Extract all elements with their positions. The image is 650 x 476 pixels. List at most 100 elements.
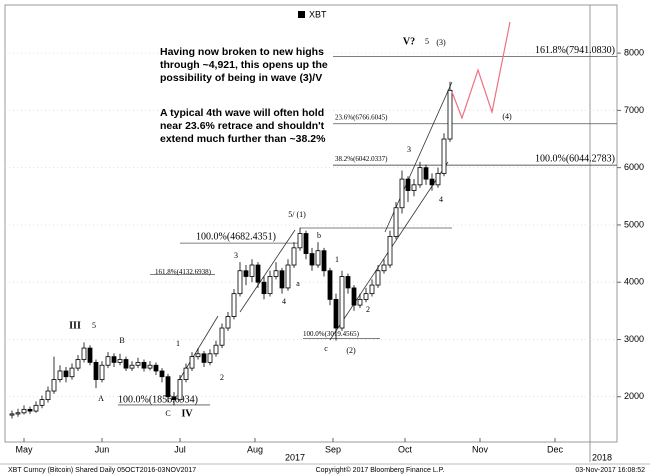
note-line: A typical 4th wave will often hold [160, 107, 324, 119]
candle-body [237, 270, 243, 295]
candle-body [423, 167, 429, 180]
candle-body [75, 359, 81, 369]
x-tick-label: May [15, 444, 33, 454]
footer-left: XBT Curncy (Bitcoin) Shared Daily 05OCT2… [8, 467, 196, 474]
candle-body [255, 264, 261, 283]
level-label: 23.6%(6766.6045) [335, 113, 388, 121]
wave-label: 3 [407, 145, 411, 154]
candle-body [297, 233, 303, 249]
candle-body [183, 367, 189, 380]
wave-label: 1 [176, 339, 180, 348]
candle-body [447, 89, 453, 140]
candle-body [129, 364, 135, 369]
note-line: Having now broken to new highs [160, 46, 324, 58]
candle-body [171, 396, 177, 401]
candle-body [105, 356, 111, 366]
wave-label: (3) [436, 38, 446, 47]
candle-body [219, 327, 225, 346]
y-tick-label: 7000 [624, 105, 644, 115]
candle-body [375, 270, 381, 286]
x-tick-label: Sep [325, 444, 341, 454]
candle-body [441, 138, 447, 174]
trend-line [239, 229, 296, 313]
candle-body [165, 376, 171, 398]
y-tick-label: 5000 [624, 219, 644, 229]
wave-label: (4) [502, 112, 512, 121]
x-tick-label: Dec [547, 444, 564, 454]
candle-body [267, 276, 273, 295]
candle-body [309, 253, 315, 266]
candle-body [393, 207, 399, 237]
candle-body [303, 233, 309, 254]
candle-body [429, 178, 435, 186]
candle-body [369, 284, 375, 295]
candle-body [315, 250, 321, 266]
wave-label: 5 [92, 321, 96, 330]
note-line: possibility of being in wave (3)/V [160, 72, 322, 84]
candle-body [207, 353, 213, 363]
wave-label: 4 [282, 297, 286, 306]
candle-body [51, 379, 57, 392]
candle-body [261, 281, 267, 295]
y-tick-label: 6000 [624, 162, 644, 172]
wave-label: 2 [220, 373, 224, 382]
candle-body [99, 364, 105, 380]
legend-label: XBT [309, 9, 327, 19]
wave-label: 1 [335, 255, 339, 264]
candle-body [411, 184, 417, 191]
candle-body [45, 390, 51, 401]
x-tick-label: Aug [247, 444, 263, 454]
candle-body [195, 353, 201, 358]
candle-body [345, 276, 351, 289]
year-label: 2017 [285, 452, 305, 462]
candle-body [285, 264, 291, 289]
wave-label: A [98, 394, 104, 403]
y-tick-label: 3000 [624, 334, 644, 344]
candle-body [279, 270, 285, 289]
candle-body [9, 413, 15, 416]
wave-label: 3 [234, 251, 238, 260]
wave-label: C [165, 409, 170, 418]
wave-label: b [317, 231, 321, 240]
wave-label: III [69, 320, 81, 331]
candle-body [405, 178, 411, 191]
x-tick-label: Oct [398, 444, 413, 454]
x-tick-label: Jun [95, 444, 110, 454]
wave-label: 2 [366, 305, 370, 314]
candle-body [21, 408, 27, 414]
candle-body [69, 367, 75, 378]
candle-body [333, 298, 339, 329]
candle-body [87, 347, 93, 363]
candle-body [225, 316, 231, 329]
candle-body [33, 404, 39, 412]
candle-body [339, 276, 345, 329]
candle-body [141, 361, 147, 369]
y-tick-label: 8000 [624, 47, 644, 57]
year-label: 2018 [592, 452, 612, 462]
candle-body [57, 370, 63, 380]
x-tick-label: Nov [472, 444, 489, 454]
level-label: 161.8%(7941.0830) [535, 45, 615, 56]
candle-body [15, 412, 21, 415]
wave-label: 5 [425, 37, 429, 46]
wave-label: c [324, 344, 328, 353]
projection [451, 21, 511, 120]
plot-frame [4, 4, 618, 443]
y-tick-label: 2000 [624, 391, 644, 401]
y-tick-label: 4000 [624, 277, 644, 287]
candle-body [135, 361, 141, 366]
level-label: 100.0%(3019.4565) [303, 330, 360, 338]
candle-body [417, 167, 423, 186]
candle-body [351, 287, 357, 306]
candle-body [243, 270, 249, 277]
candle-body [117, 359, 123, 363]
candle-body [147, 364, 153, 369]
candle-body [123, 359, 129, 369]
level-label: 100.0%(1856.6934) [118, 394, 198, 405]
candle-body [93, 361, 99, 380]
candle-body [321, 250, 327, 272]
candle-body [81, 347, 87, 360]
level-label: 161.8%(4132.6938) [155, 268, 212, 276]
candle-body [399, 178, 405, 209]
